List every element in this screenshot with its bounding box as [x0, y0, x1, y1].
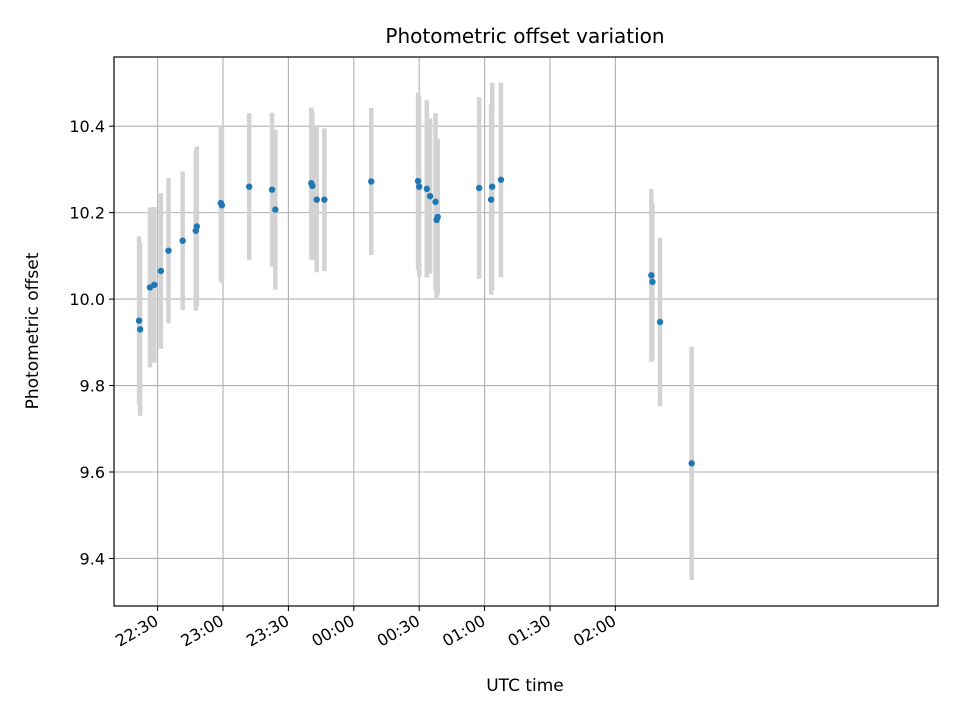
x-axis-title: UTC time	[486, 676, 564, 696]
data-point	[136, 326, 144, 333]
data-point	[497, 176, 505, 183]
data-point	[179, 237, 186, 244]
data-point	[423, 185, 431, 193]
data-point	[432, 198, 439, 206]
data-point	[193, 223, 201, 230]
data-point	[309, 182, 316, 190]
data-point	[368, 178, 375, 185]
point-layer	[135, 176, 695, 467]
data-point	[414, 177, 422, 185]
data-point	[151, 281, 158, 289]
data-point	[656, 318, 664, 326]
data-point	[135, 317, 143, 324]
data-point	[268, 186, 276, 193]
chart-title: Photometric offset variation	[385, 24, 664, 48]
data-point	[426, 192, 434, 200]
data-point	[489, 183, 496, 190]
data-point	[218, 202, 226, 209]
data-point	[415, 183, 423, 190]
data-point	[688, 460, 695, 467]
grid-layer	[114, 57, 938, 606]
data-point	[475, 184, 483, 192]
data-point	[313, 196, 320, 203]
y-tick-label: 9.6	[80, 463, 105, 482]
data-point	[157, 267, 165, 275]
data-point	[165, 247, 172, 254]
data-point	[321, 196, 328, 203]
y-tick-label: 10.4	[69, 117, 105, 136]
data-point	[487, 196, 495, 203]
y-tick-label: 9.4	[80, 549, 105, 568]
y-tick-label: 9.8	[80, 377, 105, 396]
plot-frame	[113, 56, 939, 607]
y-axis-title: Photometric offset	[23, 252, 43, 409]
y-tick-label: 10.2	[69, 204, 105, 223]
data-point	[272, 206, 279, 213]
data-point	[648, 272, 655, 279]
data-point	[245, 183, 253, 190]
y-tick-label: 10.0	[69, 290, 105, 309]
data-point	[649, 278, 656, 285]
data-point	[434, 213, 441, 221]
